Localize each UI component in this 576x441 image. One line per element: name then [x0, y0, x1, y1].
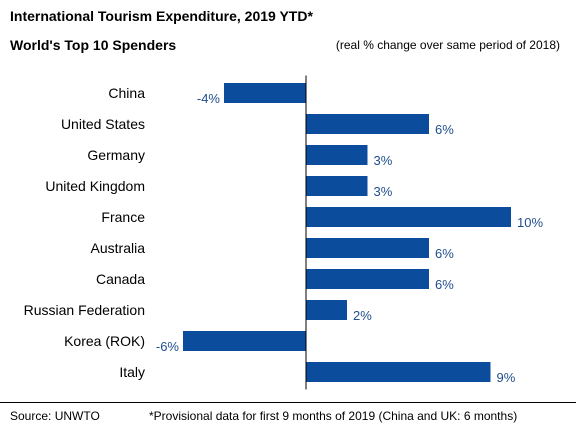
footnote-text: *Provisional data for first 9 months of … [149, 409, 518, 423]
bars [183, 83, 511, 382]
bar [306, 238, 429, 258]
bar-chart: China United States Germany United Kingdom F… [24, 75, 544, 390]
value-label: -6% [156, 339, 180, 354]
category-label: France [101, 209, 145, 225]
bar [306, 362, 491, 382]
bar [306, 145, 368, 165]
value-label: 10% [517, 215, 543, 230]
category-label: Germany [87, 147, 145, 163]
category-label: Russian Federation [24, 302, 145, 318]
source-text: Source: UNWTO [10, 409, 100, 423]
value-label: 3% [374, 184, 393, 199]
footer-divider [0, 402, 576, 403]
value-label: -4% [197, 91, 221, 106]
value-labels: -4% 6% 3% 3% 10% 6% 6% 2% -6% 9% [156, 91, 544, 385]
value-label: 3% [374, 153, 393, 168]
value-label: 2% [353, 308, 372, 323]
value-label: 6% [435, 122, 454, 137]
value-label: 9% [497, 370, 516, 385]
bar [224, 83, 306, 103]
value-label: 6% [435, 277, 454, 292]
category-label: Australia [91, 240, 146, 256]
bar [306, 269, 429, 289]
category-label: United Kingdom [45, 178, 145, 194]
chart-subtitle: World's Top 10 Spenders [10, 37, 177, 53]
value-label: 6% [435, 246, 454, 261]
bar [306, 176, 368, 196]
bar [306, 300, 347, 320]
bar [306, 207, 511, 227]
category-label: Canada [96, 271, 145, 287]
category-labels: China United States Germany United Kingdom F… [24, 85, 146, 380]
category-label: Korea (ROK) [64, 333, 145, 349]
category-label: Italy [119, 364, 145, 380]
bar [306, 114, 429, 134]
category-label: China [108, 85, 145, 101]
category-label: United States [61, 116, 145, 132]
chart-title: International Tourism Expenditure, 2019 … [10, 8, 313, 24]
chart-note: (real % change over same period of 2018) [335, 38, 560, 52]
bar [183, 331, 306, 351]
